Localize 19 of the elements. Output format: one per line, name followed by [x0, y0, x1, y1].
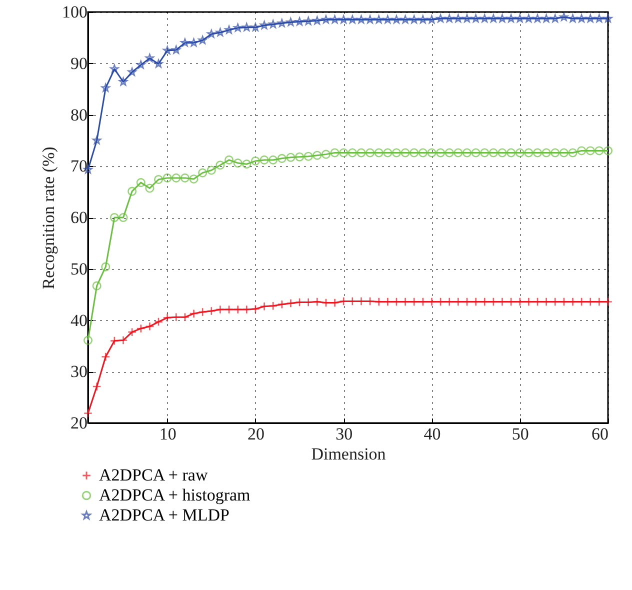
x-tick-label: 30 [336, 424, 353, 444]
x-axis-title: Dimension [311, 444, 386, 464]
y-tick-label: 90 [70, 54, 88, 73]
y-tick-label: 50 [70, 259, 88, 278]
y-tick-label: 60 [70, 208, 88, 227]
legend-label: A2DPCA + raw [99, 466, 208, 484]
x-tick-label: 40 [424, 424, 441, 444]
legend-label: A2DPCA + MLDP [99, 506, 230, 524]
y-tick-label: 40 [70, 310, 88, 330]
x-tick-label: 20 [247, 424, 264, 444]
y-tick-label: 30 [70, 362, 88, 382]
x-tick-label: 60 [592, 424, 608, 444]
x-tick-label: 10 [159, 424, 176, 444]
y-tick-label: 70 [70, 156, 88, 176]
y-axis-title: Recognition rate (%) [39, 146, 58, 290]
legend-label: A2DPCA + histogram [99, 486, 250, 504]
y-tick-label: 80 [70, 105, 88, 124]
y-tick-label: 100 [62, 2, 88, 22]
x-tick-label: 50 [512, 424, 529, 444]
